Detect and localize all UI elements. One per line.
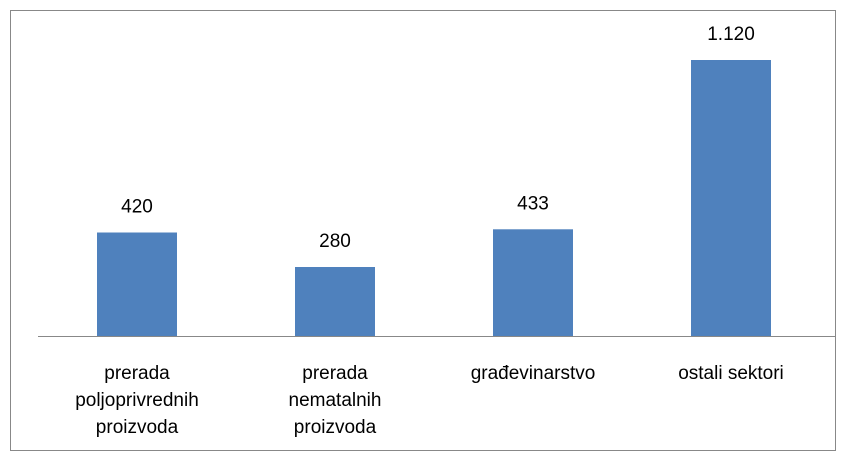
x-tick-label: građevinarstvo	[470, 363, 596, 384]
data-label: 1.120	[707, 24, 755, 45]
data-label: 433	[517, 193, 549, 214]
x-tick-label: prerada nematalnih proizvoda	[288, 363, 382, 438]
bar	[493, 229, 573, 336]
data-label: 280	[319, 231, 351, 252]
data-label: 420	[121, 197, 153, 218]
x-tick-label: prerada poljoprivrednih proizvoda	[75, 363, 199, 438]
bar	[295, 267, 375, 336]
x-tick-label: ostali sektori	[678, 363, 784, 384]
bar	[97, 232, 177, 336]
bar	[691, 60, 771, 336]
